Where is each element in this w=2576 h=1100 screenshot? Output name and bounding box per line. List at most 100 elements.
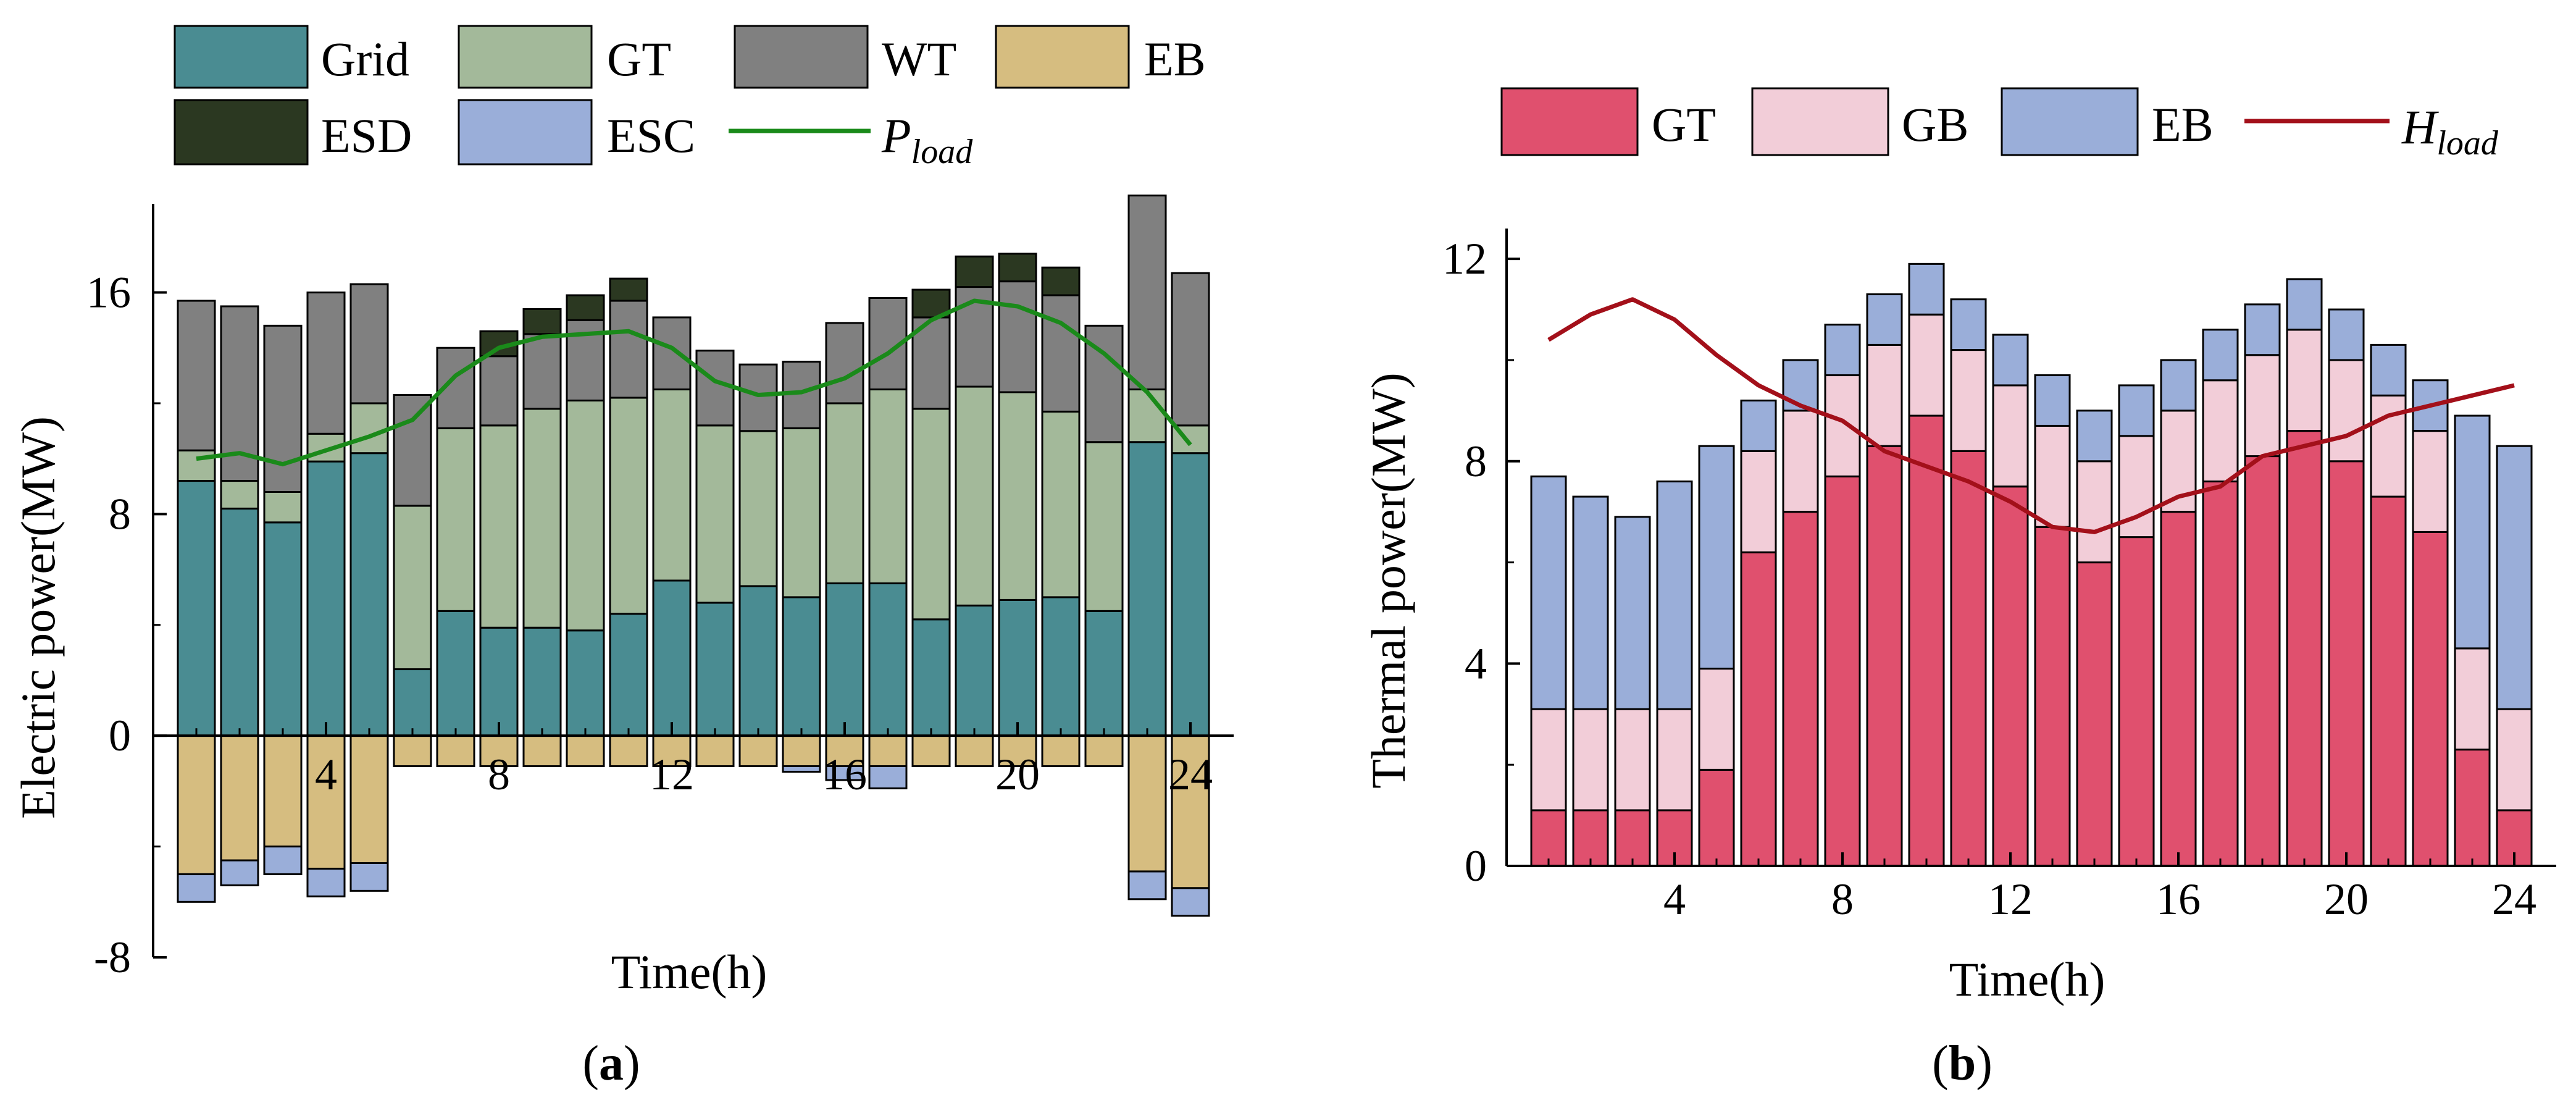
bar-a-eb-t21 [1041,734,1081,768]
bar-a-grid-t15 [782,596,821,737]
bar-a-esc-t4 [306,867,346,897]
bar-b-gt-t15 [2118,536,2155,867]
legend-label-hload: Hload [2401,100,2499,162]
bar-b-eb-t3 [1614,516,1651,710]
bar-a-eb-t12 [652,734,692,768]
legend-swatch-gt [458,25,593,89]
bar-a-wt-t20 [998,280,1037,393]
bar-a-gt-t8 [479,424,519,629]
bar-a-wt-t15 [782,361,821,429]
bar-b-eb-t19 [2286,278,2323,331]
bar-a-wt-t18 [911,316,951,410]
bar-a-grid-t24 [1171,452,1210,737]
x-tick-label-a-4: 20 [995,750,1040,799]
chart-a-xlabel: Time(h) [611,945,767,999]
bar-b-eb-t4 [1656,481,1693,710]
bar-b-eb-t7 [1782,359,1819,412]
series-line-h-load [1547,297,2515,534]
legend-label-gt: GT [607,32,671,86]
bar-a-gt-t10 [566,399,605,632]
bar-a-wt-t17 [868,297,908,391]
x-tick-label-a-3: 16 [822,750,867,799]
bar-b-gt-t5 [1698,768,1735,867]
bar-a-wt-t24 [1171,272,1210,427]
bar-a-gt-t13 [695,424,735,604]
legend-a: Grid GT WT EB ESD ESC Pload [174,25,1206,171]
bar-a-gt-t12 [652,388,692,582]
x-tick-label-b-1: 8 [1831,875,1854,924]
bar-a-grid-t10 [566,629,605,737]
bar-b-gb-t14 [2076,460,2113,564]
bar-b-gb-t10 [1908,313,1945,417]
x-tick-label-b-3: 16 [2156,875,2201,924]
bar-b-gt-t17 [2202,481,2239,867]
bar-a-esc-t2 [220,859,259,886]
bar-a-grid-t6 [393,668,432,737]
bar-a-esd-t10 [566,294,605,321]
chart-a-axes: -8 0 8 16 4 8 12 16 20 24 [86,204,1234,982]
bar-a-grid-t9 [522,626,562,737]
y-tick-label-b-2: 8 [1465,437,1487,486]
bar-a-eb-t9 [522,734,562,768]
bar-b-eb-t13 [2034,374,2071,427]
panel-label-b: (b) [1932,1036,1993,1091]
bar-a-eb-t10 [566,734,605,768]
y-tick-label-b-3: 12 [1442,234,1487,283]
bar-b-gt-t9 [1866,445,1903,867]
y-tick-label-b-1: 4 [1465,639,1487,688]
bar-a-eb-t13 [695,734,735,768]
legend-swatch-gb [1751,87,1889,156]
bar-a-grid-t1 [177,480,216,737]
bar-b-gt-t24 [2496,809,2533,867]
bar-a-grid-t11 [609,613,648,737]
bar-a-eb-t19 [955,734,994,768]
bar-b-gt-t14 [2076,561,2113,867]
bar-a-wt-t13 [695,350,735,427]
bar-a-wt-t12 [652,316,692,391]
legend-swatch-eb-b [2001,87,2139,156]
bar-a-grid-t3 [263,521,303,737]
chart-a-ylabel: Electric power(MW) [11,416,65,819]
bar-b-gt-t12 [1992,485,2029,867]
bar-a-wt-t14 [738,363,778,432]
bar-a-gt-t16 [825,402,864,584]
bar-a-gt-t5 [349,402,389,455]
bar-a-eb-t17 [868,734,908,768]
bar-a-grid-t23 [1127,441,1167,737]
y-tick-label-a-0: -8 [94,933,131,982]
bar-a-wt-t8 [479,355,519,427]
legend-label-eb: EB [1144,32,1206,86]
bar-a-grid-t20 [998,598,1037,737]
x-tick-label-b-0: 4 [1663,875,1686,924]
bar-a-gt-t22 [1084,441,1124,612]
bar-b-gt-t2 [1572,809,1609,867]
chart-b-bars [1530,262,2533,867]
bar-a-gt-t20 [998,391,1037,601]
bar-a-wt-t9 [522,333,562,410]
chart-b-line [1547,297,2515,534]
bar-a-eb-t7 [436,734,475,768]
bar-b-gt-t7 [1782,511,1819,867]
bar-b-gb-t3 [1614,708,1651,812]
bar-b-gt-t21 [2370,495,2407,867]
bar-b-gt-t10 [1908,414,1945,867]
bar-a-gt-t21 [1041,410,1081,598]
panel-label-a: (a) [582,1036,640,1091]
bar-b-gb-t11 [1950,349,1987,452]
series-line-p-load [196,298,1192,467]
bar-a-grid-t18 [911,618,951,737]
bar-b-gb-t7 [1782,409,1819,513]
bar-b-eb-t23 [2454,414,2491,650]
legend-swatch-wt [734,25,869,89]
bar-a-eb-t22 [1084,734,1124,768]
bar-b-eb-t17 [2202,329,2239,382]
bar-a-eb-t3 [263,734,303,848]
bar-b-eb-t2 [1572,495,1609,710]
bar-a-eb-t1 [177,734,216,875]
chart-b-axes: 0 4 8 12 4 8 12 16 20 24 [1442,229,2556,924]
chart-a: -8 0 8 16 4 8 12 16 20 24 Time(h) Electric power(… [11,195,1234,1091]
bar-b-eb-t11 [1950,298,1987,351]
bar-a-gt-t3 [263,490,303,524]
bar-a-wt-t5 [349,283,389,405]
bar-a-esd-t20 [998,253,1037,283]
